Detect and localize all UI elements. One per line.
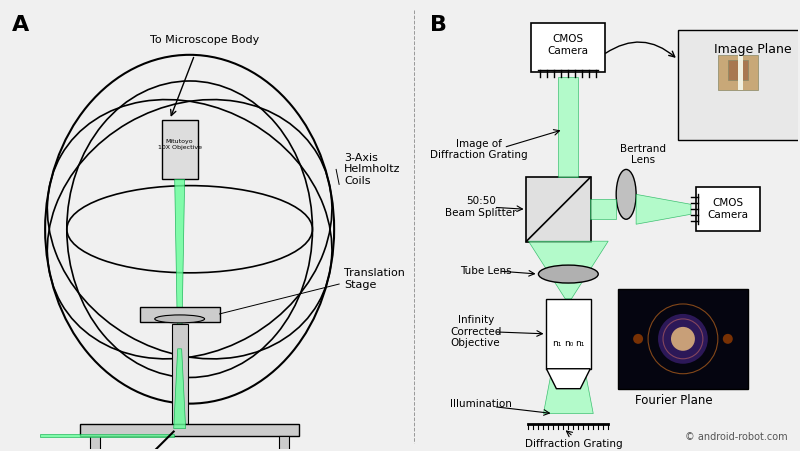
Circle shape (671, 327, 695, 351)
Bar (140, 307, 219, 322)
Text: Fourier Plane: Fourier Plane (635, 394, 713, 407)
Bar (80, 423, 299, 436)
Text: n₀: n₀ (564, 339, 573, 348)
Circle shape (633, 334, 643, 344)
Text: Image Plane: Image Plane (714, 43, 791, 56)
Polygon shape (529, 241, 608, 299)
Bar (718, 55, 758, 90)
Text: n₁: n₁ (552, 339, 561, 348)
Polygon shape (174, 349, 186, 428)
Text: n₁: n₁ (576, 339, 585, 348)
Polygon shape (558, 77, 578, 177)
Text: Infinity
Corrected
Objective: Infinity Corrected Objective (450, 315, 502, 349)
Bar (526, 177, 591, 242)
Bar (678, 30, 800, 139)
Ellipse shape (154, 315, 205, 323)
Ellipse shape (616, 170, 636, 219)
Text: CMOS
Camera: CMOS Camera (548, 34, 589, 55)
Text: © android-robot.com: © android-robot.com (685, 433, 787, 442)
Polygon shape (543, 299, 594, 414)
Polygon shape (590, 199, 616, 219)
Text: Image of
Diffraction Grating: Image of Diffraction Grating (430, 139, 527, 160)
Bar (172, 324, 188, 423)
FancyBboxPatch shape (696, 187, 760, 231)
Ellipse shape (538, 265, 598, 283)
Bar (90, 436, 100, 451)
Polygon shape (174, 179, 185, 349)
Text: Bertrand
Lens: Bertrand Lens (620, 144, 666, 165)
FancyBboxPatch shape (531, 23, 606, 72)
Circle shape (723, 334, 733, 344)
Bar (279, 436, 290, 451)
Text: A: A (11, 15, 29, 35)
Polygon shape (636, 194, 691, 224)
Text: To Microscope Body: To Microscope Body (150, 35, 259, 45)
Bar (546, 299, 591, 369)
Polygon shape (40, 433, 174, 437)
Text: Diffraction Grating: Diffraction Grating (525, 438, 622, 448)
Text: 3-Axis
Helmholtz
Coils: 3-Axis Helmholtz Coils (344, 153, 401, 186)
Bar (162, 120, 198, 179)
Text: Tube Lens: Tube Lens (460, 266, 511, 276)
Text: Illumination: Illumination (450, 399, 511, 409)
Polygon shape (546, 369, 590, 389)
Text: CMOS
Camera: CMOS Camera (707, 198, 748, 220)
Text: 50:50
Beam Splitter: 50:50 Beam Splitter (445, 197, 516, 218)
Circle shape (658, 314, 708, 364)
Text: Mitutoyo
10X Objective: Mitutoyo 10X Objective (158, 139, 202, 150)
Text: Translation
Stage: Translation Stage (344, 268, 405, 290)
Text: B: B (430, 15, 447, 35)
Bar (738, 55, 742, 90)
Bar (618, 289, 748, 389)
Bar (728, 60, 748, 80)
